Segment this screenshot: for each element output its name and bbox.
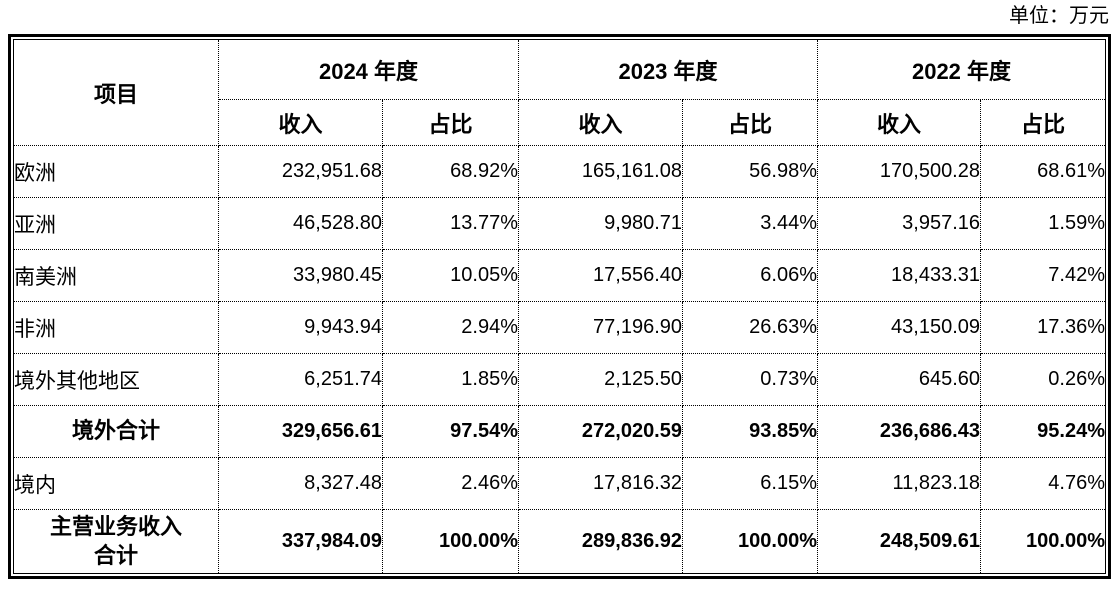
table-row-europe: 欧洲 232,951.68 68.92% 165,161.08 56.98% 1…: [13, 145, 1106, 198]
table-cell: 17.36%: [980, 301, 1106, 354]
row-label: 亚洲: [13, 197, 219, 250]
table-cell: 68.92%: [382, 145, 519, 198]
table-cell: 8,327.48: [218, 457, 383, 510]
table-cell: 2,125.50: [518, 353, 683, 406]
table-cell: 645.60: [817, 353, 981, 406]
subheader-ratio-2023: 占比: [682, 99, 818, 146]
table-row-other-overseas: 境外其他地区 6,251.74 1.85% 2,125.50 0.73% 645…: [13, 353, 1106, 406]
table-cell: 43,150.09: [817, 301, 981, 354]
table-cell: 11,823.18: [817, 457, 981, 510]
table-cell: 232,951.68: [218, 145, 383, 198]
table-cell: 1.59%: [980, 197, 1106, 250]
table-cell: 3.44%: [682, 197, 818, 250]
row-label: 欧洲: [13, 145, 219, 198]
row-label: 境外其他地区: [13, 353, 219, 406]
table-cell: 165,161.08: [518, 145, 683, 198]
table-cell: 1.85%: [382, 353, 519, 406]
table-cell: 0.73%: [682, 353, 818, 406]
table-cell: 33,980.45: [218, 249, 383, 302]
table-cell: 95.24%: [980, 405, 1106, 458]
table-cell: 236,686.43: [817, 405, 981, 458]
header-year-row: 项目 2024 年度 2023 年度 2022 年度: [13, 39, 1106, 146]
column-header-year-2022: 2022 年度: [817, 39, 1106, 100]
table-cell: 100.00%: [980, 509, 1106, 574]
row-label: 非洲: [13, 301, 219, 354]
subheader-ratio-2024: 占比: [382, 99, 519, 146]
table-cell: 272,020.59: [518, 405, 683, 458]
table-cell: 68.61%: [980, 145, 1106, 198]
table-cell: 100.00%: [682, 509, 818, 574]
table-cell: 248,509.61: [817, 509, 981, 574]
table-cell: 289,836.92: [518, 509, 683, 574]
table-cell: 337,984.09: [218, 509, 383, 574]
table-row-asia: 亚洲 46,528.80 13.77% 9,980.71 3.44% 3,957…: [13, 197, 1106, 250]
table-cell: 329,656.61: [218, 405, 383, 458]
table-cell: 10.05%: [382, 249, 519, 302]
table-cell: 9,980.71: [518, 197, 683, 250]
table-cell: 56.98%: [682, 145, 818, 198]
table-cell: 97.54%: [382, 405, 519, 458]
table-row-overseas-total: 境外合计 329,656.61 97.54% 272,020.59 93.85%…: [13, 405, 1106, 458]
column-header-year-2023: 2023 年度: [518, 39, 818, 100]
table-cell: 26.63%: [682, 301, 818, 354]
table-cell: 93.85%: [682, 405, 818, 458]
subheader-ratio-2022: 占比: [980, 99, 1106, 146]
table-cell: 4.76%: [980, 457, 1106, 510]
table-cell: 100.00%: [382, 509, 519, 574]
table-cell: 3,957.16: [817, 197, 981, 250]
table-cell: 9,943.94: [218, 301, 383, 354]
subheader-income-2022: 收入: [817, 99, 981, 146]
row-label: 主营业务收入 合计: [13, 509, 219, 574]
table-row-main-revenue-total: 主营业务收入 合计 337,984.09 100.00% 289,836.92 …: [13, 509, 1106, 574]
table-cell: 46,528.80: [218, 197, 383, 250]
revenue-table-border: 项目 2024 年度 2023 年度 2022 年度 收入 占比 收入 占比 收…: [8, 34, 1111, 579]
unit-note: 单位：万元: [1009, 5, 1109, 27]
table-row-africa: 非洲 9,943.94 2.94% 77,196.90 26.63% 43,15…: [13, 301, 1106, 354]
table-cell: 17,556.40: [518, 249, 683, 302]
table-cell: 13.77%: [382, 197, 519, 250]
table-cell: 6.06%: [682, 249, 818, 302]
column-header-item: 项目: [13, 39, 219, 146]
subheader-income-2024: 收入: [218, 99, 383, 146]
revenue-by-region-table: 项目 2024 年度 2023 年度 2022 年度 收入 占比 收入 占比 收…: [13, 39, 1106, 574]
table-cell: 77,196.90: [518, 301, 683, 354]
table-cell: 6,251.74: [218, 353, 383, 406]
table-cell: 17,816.32: [518, 457, 683, 510]
row-label: 境外合计: [13, 405, 219, 458]
column-header-year-2024: 2024 年度: [218, 39, 519, 100]
table-cell: 170,500.28: [817, 145, 981, 198]
table-cell: 7.42%: [980, 249, 1106, 302]
table-cell: 0.26%: [980, 353, 1106, 406]
table-cell: 2.94%: [382, 301, 519, 354]
table-row-south-america: 南美洲 33,980.45 10.05% 17,556.40 6.06% 18,…: [13, 249, 1106, 302]
row-label: 境内: [13, 457, 219, 510]
table-row-domestic: 境内 8,327.48 2.46% 17,816.32 6.15% 11,823…: [13, 457, 1106, 510]
table-cell: 2.46%: [382, 457, 519, 510]
table-cell: 6.15%: [682, 457, 818, 510]
row-label: 南美洲: [13, 249, 219, 302]
table-cell: 18,433.31: [817, 249, 981, 302]
subheader-income-2023: 收入: [518, 99, 683, 146]
